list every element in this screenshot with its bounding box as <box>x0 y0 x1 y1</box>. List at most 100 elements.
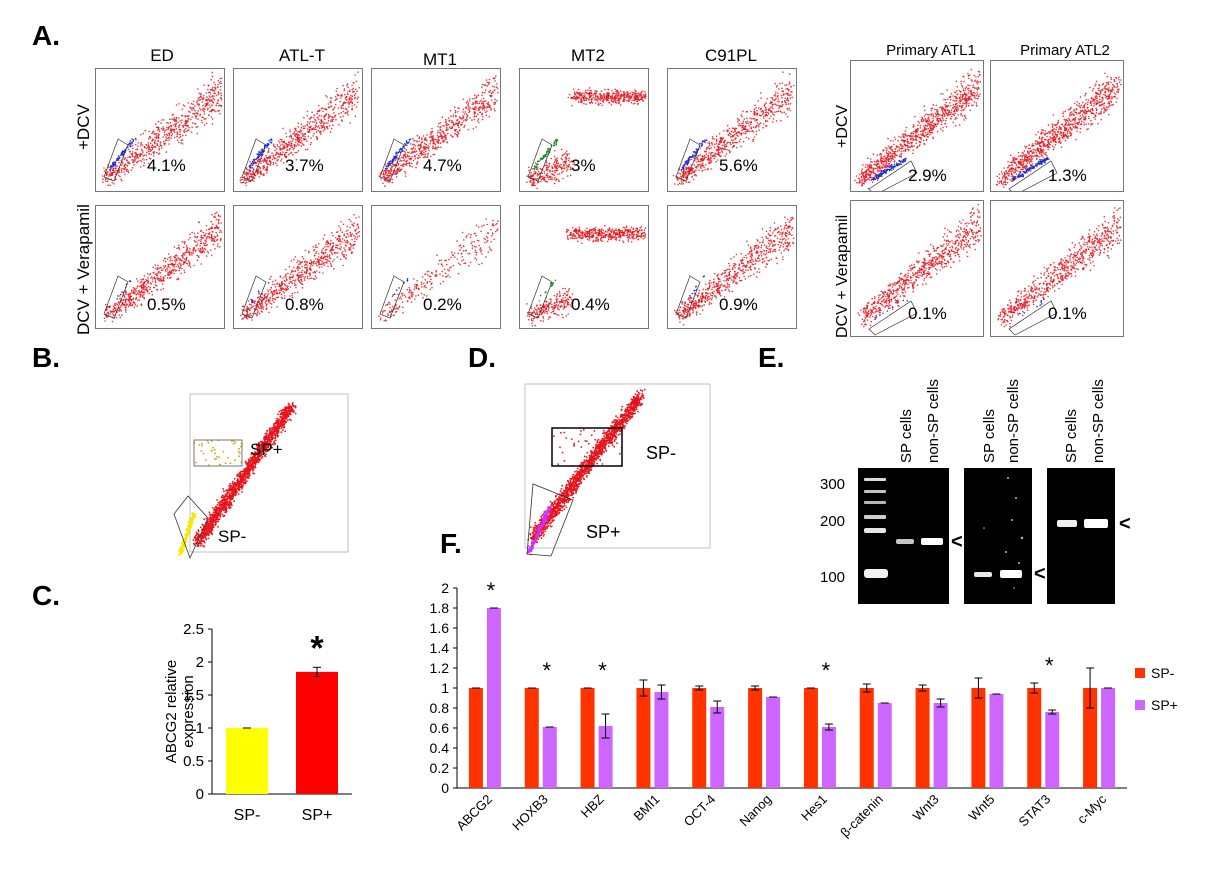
chart-f: 0 0.2 0.4 0.6 0.8 1 1.2 1.4 1.6 1.8 2 * ABCG2 * HOXB3 *… <box>415 578 1205 868</box>
x-tick-label: Hes1 <box>798 792 830 824</box>
y-tick-label: 1.5 <box>183 687 204 704</box>
x-tick-label: HBZ <box>578 791 607 820</box>
gate-percentage: 1.3% <box>1048 166 1087 186</box>
bar <box>469 688 483 788</box>
y-tick-label: 0.8 <box>430 700 450 716</box>
y-tick-label: 1 <box>441 680 449 696</box>
gate-percentage: 3% <box>571 156 596 176</box>
bar <box>226 728 268 794</box>
gate-percentage: 5.6% <box>719 156 758 176</box>
significance-mark: * <box>310 629 324 667</box>
y-axis-label: ABCG2 relative <box>163 660 180 763</box>
y-tick-label: 1.8 <box>430 600 450 616</box>
col-title-mt2: MT2 <box>523 46 653 66</box>
lane-label-sp: SP cells <box>981 409 998 463</box>
y-tick-label: 0.5 <box>183 753 204 770</box>
gate-percentage: 0.5% <box>147 295 186 315</box>
bar <box>581 688 595 788</box>
gate-percentage: 0.4% <box>571 295 610 315</box>
y-tick-label: 1.4 <box>430 640 450 656</box>
y-tick-label: 2.5 <box>183 621 204 638</box>
col-title-c91pl: C91PL <box>666 46 796 66</box>
gate-percentage: 0.1% <box>908 304 947 324</box>
gate-percentage: 2.9% <box>908 166 947 186</box>
bar <box>654 692 668 788</box>
y-tick-label: 0 <box>441 780 449 796</box>
lane-label-non-sp: non-SP cells <box>1005 379 1022 463</box>
bar <box>487 608 501 788</box>
bar <box>822 727 836 788</box>
x-tick-label: OCT-4 <box>681 792 719 830</box>
gate-percentage: 4.1% <box>147 156 186 176</box>
panel-d-letter: D. <box>468 342 496 374</box>
bar <box>748 688 762 788</box>
x-tick-label: STAT3 <box>1016 792 1054 830</box>
gate-percentage: 4.7% <box>423 156 462 176</box>
y-tick-label: 1.2 <box>430 660 450 676</box>
bar <box>692 688 706 788</box>
significance-mark: * <box>598 658 607 683</box>
gate-percentage: 0.8% <box>285 295 324 315</box>
ladder-200: 200 <box>820 513 845 530</box>
gate-percentage: 0.2% <box>423 295 462 315</box>
y-tick-label: 0.4 <box>430 740 450 756</box>
y-tick-label: 1 <box>196 720 204 737</box>
bar <box>766 697 780 788</box>
y-tick-label: 2 <box>441 580 449 596</box>
legend-label: SP+ <box>1151 697 1178 713</box>
arrow-icon: < <box>951 531 963 554</box>
lane-label-sp: SP cells <box>898 409 915 463</box>
gate-label-lower: SP- <box>218 527 246 547</box>
row-label-dcv-verapamil: DCV + Verapamil <box>74 204 94 335</box>
gate-label-upper: SP- <box>646 443 676 464</box>
bar <box>1045 712 1059 788</box>
ladder-300: 300 <box>820 476 845 493</box>
panel-e-letter: E. <box>758 342 784 374</box>
x-tick-label: SP- <box>234 807 261 824</box>
x-tick-label: BMI1 <box>630 792 662 824</box>
bar <box>1101 688 1115 788</box>
x-tick-label: ABCG2 <box>453 792 495 834</box>
panel-a-letter: A. <box>32 20 60 52</box>
x-tick-label: Wnt5 <box>965 792 997 824</box>
bar <box>636 688 650 788</box>
row-label-dcv: +DCV <box>74 104 94 150</box>
significance-mark: * <box>1045 653 1054 678</box>
bar <box>525 688 539 788</box>
bar <box>860 688 874 788</box>
bar <box>934 703 948 788</box>
y-tick-label: 0.6 <box>430 720 450 736</box>
y-tick-label: 0.2 <box>430 760 450 776</box>
legend-swatch <box>1135 668 1145 678</box>
y-tick-label: 2 <box>196 654 204 671</box>
arrow-icon: < <box>1119 513 1131 536</box>
y-tick-label: 0 <box>196 786 204 803</box>
col-title-primary-atl1: Primary ATL1 <box>866 42 996 59</box>
bar <box>710 707 724 788</box>
bar <box>543 727 557 788</box>
significance-mark: * <box>822 658 831 683</box>
panel-b-letter: B. <box>32 342 60 374</box>
bar <box>989 694 1003 788</box>
significance-mark: * <box>542 658 551 683</box>
x-tick-label: HOXB3 <box>509 792 551 834</box>
gate-percentage: 0.1% <box>1048 304 1087 324</box>
gate-label-upper: SP+ <box>250 440 283 460</box>
x-tick-label: SP+ <box>302 807 333 824</box>
bar <box>878 703 892 788</box>
col-title-ed: ED <box>97 46 227 66</box>
legend-label: SP- <box>1151 665 1175 681</box>
bar <box>1027 688 1041 788</box>
lane-label-sp: SP cells <box>1063 409 1080 463</box>
gate-label-lower: SP+ <box>586 522 621 543</box>
significance-mark: * <box>487 578 496 603</box>
col-title-mt1: MT1 <box>375 50 505 70</box>
panel-c-letter: C. <box>32 580 60 612</box>
bar <box>296 672 338 794</box>
flow-plot-b <box>168 386 356 572</box>
y-tick-label: 1.6 <box>430 620 450 636</box>
legend-swatch <box>1135 700 1145 710</box>
gate-percentage: 3.7% <box>285 156 324 176</box>
col-title-primary-atl2: Primary ATL2 <box>1000 42 1130 59</box>
